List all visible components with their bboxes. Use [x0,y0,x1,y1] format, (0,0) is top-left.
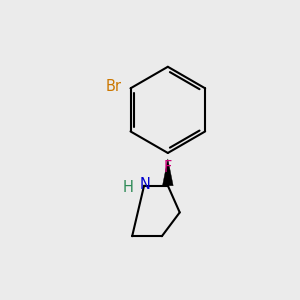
Text: Br: Br [106,79,122,94]
Text: H: H [122,180,133,195]
Text: N: N [140,177,151,192]
Text: F: F [164,160,172,175]
Polygon shape [163,159,173,186]
